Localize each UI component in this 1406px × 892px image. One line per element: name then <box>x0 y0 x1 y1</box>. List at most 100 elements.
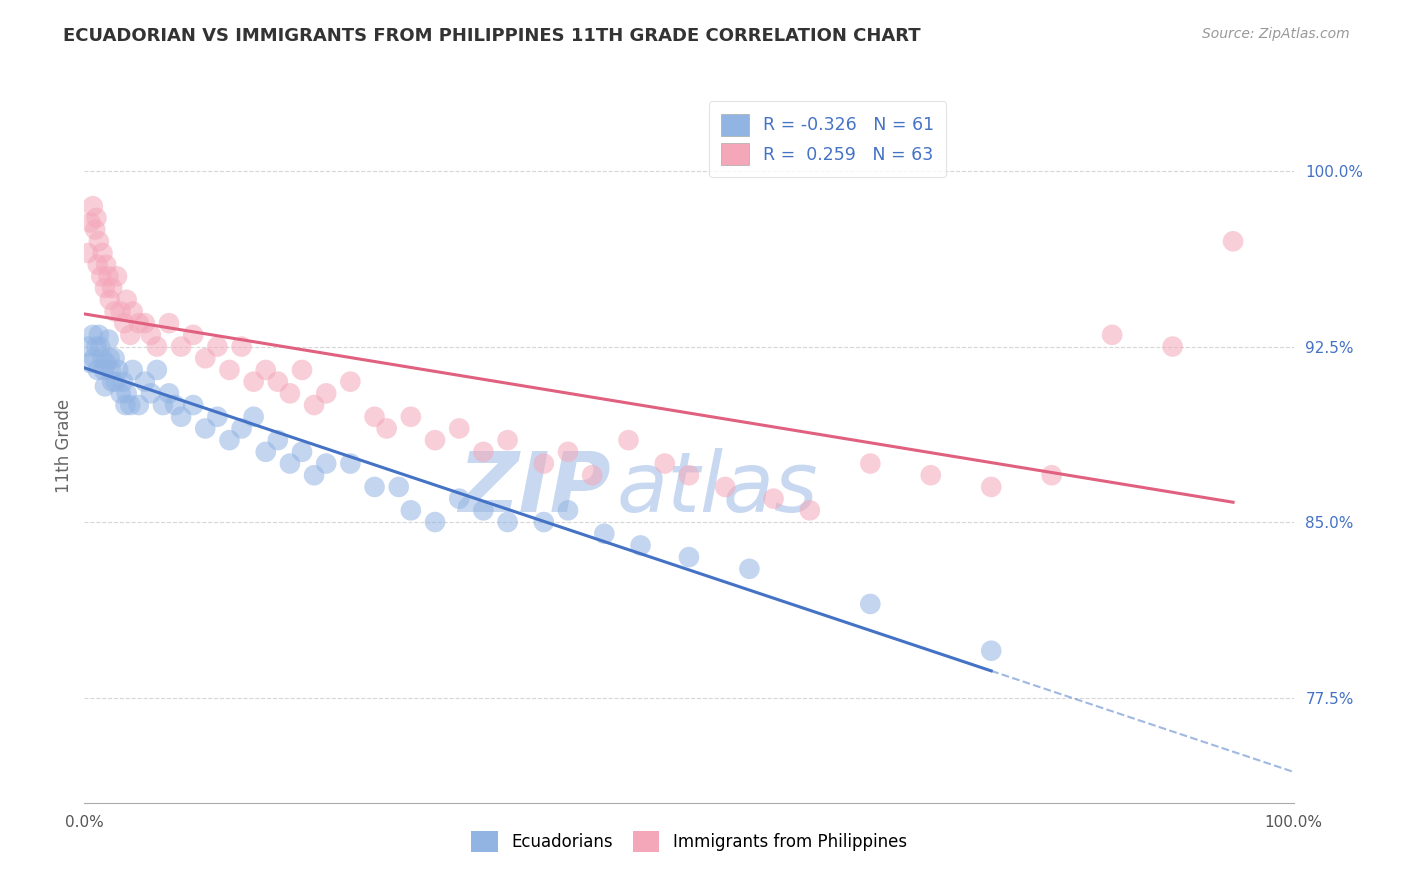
Point <box>157 316 180 330</box>
Point <box>363 480 385 494</box>
Point <box>139 386 162 401</box>
Point <box>449 421 471 435</box>
Point <box>423 515 446 529</box>
Point <box>86 363 108 377</box>
Point <box>120 398 142 412</box>
Point <box>630 538 652 552</box>
Point <box>678 550 700 565</box>
Point <box>399 409 422 424</box>
Point <box>859 457 882 471</box>
Point <box>339 375 361 389</box>
Point <box>98 293 121 307</box>
Point <box>449 491 471 506</box>
Point <box>98 351 121 366</box>
Point <box>146 363 169 377</box>
Point <box>181 398 204 412</box>
Text: Source: ZipAtlas.com: Source: ZipAtlas.com <box>1202 27 1350 41</box>
Point <box>86 211 108 225</box>
Point <box>231 340 253 354</box>
Point <box>302 398 325 412</box>
Point <box>89 340 111 354</box>
Point <box>231 421 253 435</box>
Point <box>170 340 193 354</box>
Point <box>242 375 264 389</box>
Point <box>557 503 579 517</box>
Point <box>472 445 495 459</box>
Point <box>278 386 301 401</box>
Point <box>114 398 136 412</box>
Point <box>86 258 108 272</box>
Point <box>218 433 240 447</box>
Point <box>165 398 187 412</box>
Point <box>115 293 138 307</box>
Point <box>93 363 115 377</box>
Point <box>79 216 101 230</box>
Point <box>101 281 124 295</box>
Point <box>302 468 325 483</box>
Point <box>94 281 117 295</box>
Point <box>100 363 122 377</box>
Point <box>87 234 110 248</box>
Point <box>83 351 105 366</box>
Point <box>152 398 174 412</box>
Point <box>254 363 277 377</box>
Point <box>97 333 120 347</box>
Point <box>82 327 104 342</box>
Point <box>267 433 290 447</box>
Point <box>291 363 314 377</box>
Point <box>139 327 162 342</box>
Point <box>194 421 217 435</box>
Point <box>1161 340 1184 354</box>
Point <box>654 457 676 471</box>
Point <box>91 246 114 260</box>
Point <box>146 340 169 354</box>
Point <box>714 480 737 494</box>
Text: atlas: atlas <box>616 449 818 529</box>
Point <box>1040 468 1063 483</box>
Point <box>134 375 156 389</box>
Y-axis label: 11th Grade: 11th Grade <box>55 399 73 493</box>
Point <box>107 363 129 377</box>
Point <box>94 258 117 272</box>
Text: ZIP: ZIP <box>458 449 610 529</box>
Point <box>980 480 1002 494</box>
Point <box>110 304 132 318</box>
Point <box>1101 327 1123 342</box>
Point <box>121 363 143 377</box>
Point <box>242 409 264 424</box>
Point <box>82 199 104 213</box>
Point <box>105 269 128 284</box>
Point <box>112 375 135 389</box>
Point <box>79 356 101 370</box>
Point <box>267 375 290 389</box>
Point <box>87 327 110 342</box>
Point <box>980 644 1002 658</box>
Point <box>170 409 193 424</box>
Point <box>112 316 135 330</box>
Point <box>84 222 107 236</box>
Point <box>120 327 142 342</box>
Point <box>115 386 138 401</box>
Point <box>110 386 132 401</box>
Point <box>1222 234 1244 248</box>
Point <box>157 386 180 401</box>
Point <box>617 433 640 447</box>
Point <box>121 304 143 318</box>
Point <box>207 340 229 354</box>
Point <box>399 503 422 517</box>
Point <box>104 304 127 318</box>
Point <box>91 351 114 366</box>
Point <box>94 379 117 393</box>
Point <box>799 503 821 517</box>
Point <box>218 363 240 377</box>
Point <box>472 503 495 517</box>
Point <box>533 457 555 471</box>
Point <box>315 457 337 471</box>
Point <box>101 375 124 389</box>
Point <box>557 445 579 459</box>
Point <box>423 433 446 447</box>
Point <box>94 356 117 370</box>
Point <box>104 351 127 366</box>
Point <box>533 515 555 529</box>
Point <box>254 445 277 459</box>
